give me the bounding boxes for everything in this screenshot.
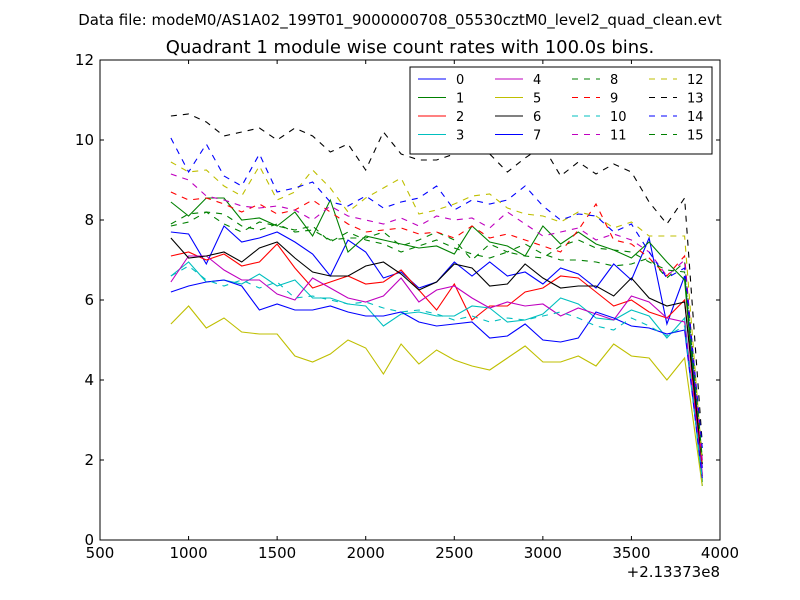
series-line-8 bbox=[170, 211, 703, 457]
series-line-10 bbox=[170, 265, 703, 481]
x-tick-label: 1000 bbox=[169, 544, 207, 562]
chart-title: Quadrant 1 module wise count rates with … bbox=[166, 37, 655, 58]
legend-label-7: 7 bbox=[533, 129, 541, 144]
y-tick-label: 4 bbox=[84, 371, 94, 389]
x-tick-label: 1500 bbox=[258, 544, 296, 562]
legend-label-9: 9 bbox=[610, 92, 618, 107]
legend-label-14: 14 bbox=[687, 110, 704, 125]
series-line-9 bbox=[170, 191, 703, 467]
y-tick-label: 6 bbox=[84, 291, 94, 309]
legend-label-1: 1 bbox=[456, 92, 464, 107]
series-line-4 bbox=[170, 255, 703, 475]
y-tick-label: 2 bbox=[84, 451, 94, 469]
series-line-6 bbox=[170, 237, 703, 465]
y-tick-label: 0 bbox=[84, 531, 94, 549]
series-line-0 bbox=[170, 225, 703, 469]
legend-label-6: 6 bbox=[533, 110, 541, 125]
series-line-7 bbox=[170, 279, 703, 479]
series-line-15 bbox=[170, 211, 703, 459]
x-tick-label: 3500 bbox=[612, 544, 650, 562]
x-tick-label: 500 bbox=[86, 544, 115, 562]
y-tick-label: 8 bbox=[84, 211, 94, 229]
axes-frame bbox=[99, 59, 721, 541]
x-tick-label: 2000 bbox=[347, 544, 385, 562]
series-line-5 bbox=[170, 305, 703, 487]
series-line-3 bbox=[170, 261, 703, 487]
legend-box bbox=[409, 66, 713, 155]
y-tick-label: 12 bbox=[75, 51, 94, 69]
legend-label-11: 11 bbox=[610, 129, 627, 144]
legend-label-4: 4 bbox=[533, 73, 541, 88]
legend-label-5: 5 bbox=[533, 92, 541, 107]
legend-label-0: 0 bbox=[456, 73, 464, 88]
series-line-13 bbox=[170, 113, 703, 445]
legend-label-2: 2 bbox=[456, 110, 464, 125]
x-tick-label: 2500 bbox=[435, 544, 473, 562]
legend-label-10: 10 bbox=[610, 110, 627, 125]
series-line-14 bbox=[170, 137, 703, 449]
series-line-2 bbox=[170, 243, 703, 477]
plot-area bbox=[170, 113, 703, 487]
legend-label-15: 15 bbox=[687, 129, 704, 144]
legend-label-8: 8 bbox=[610, 73, 618, 88]
legend-label-3: 3 bbox=[456, 129, 464, 144]
legend-label-12: 12 bbox=[687, 73, 704, 88]
series-line-11 bbox=[170, 173, 703, 461]
x-tick-label: 4000 bbox=[701, 544, 739, 562]
chart-suptitle: Data file: modeM0/AS1A02_199T01_90000007… bbox=[78, 11, 722, 30]
x-offset-label: +2.13373e8 bbox=[627, 563, 720, 581]
y-tick-label: 10 bbox=[75, 131, 94, 149]
x-tick-label: 3000 bbox=[524, 544, 562, 562]
legend-label-13: 13 bbox=[687, 92, 704, 107]
